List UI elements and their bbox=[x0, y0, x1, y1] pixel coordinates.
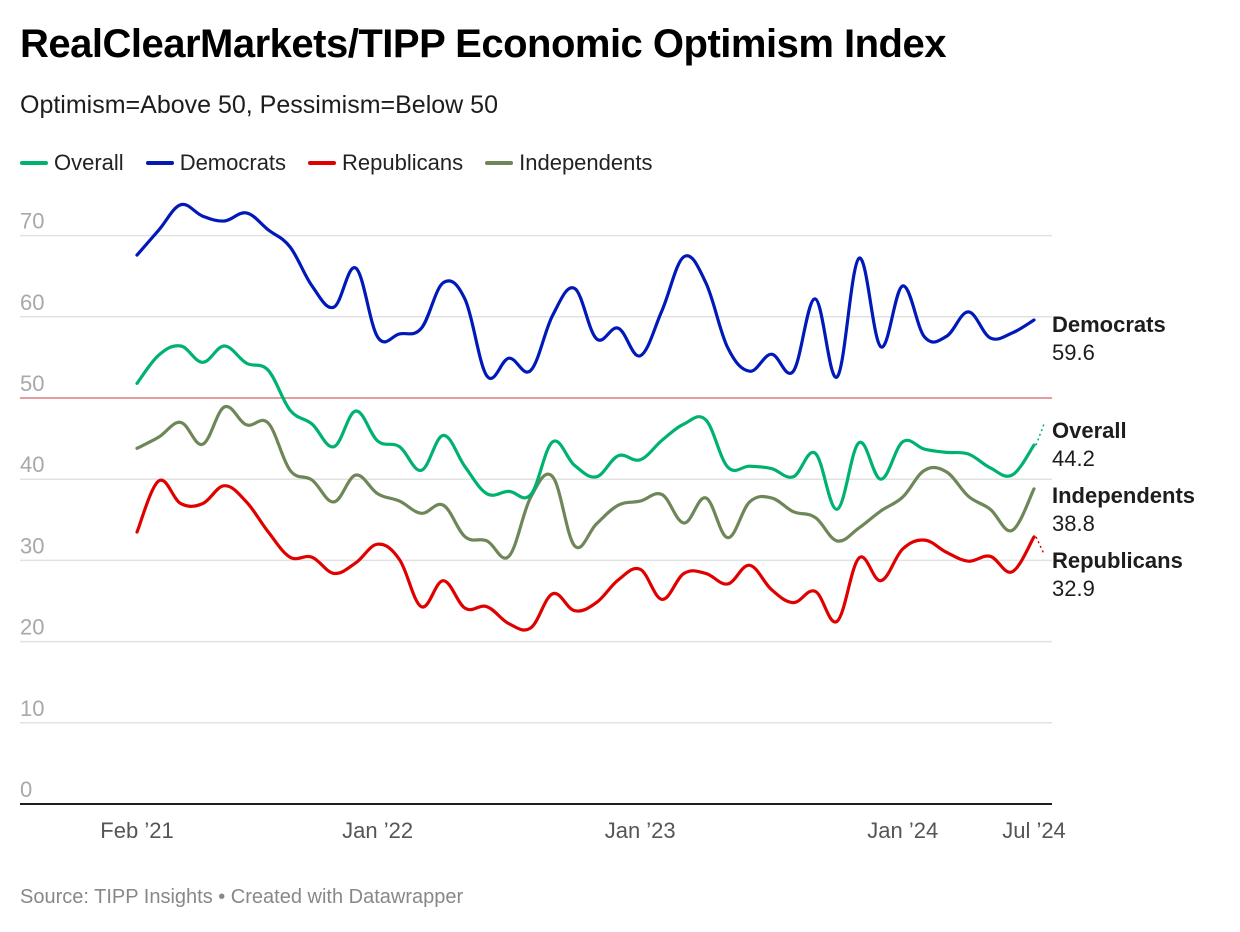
source-footer: Source: TIPP Insights • Created with Dat… bbox=[20, 886, 464, 908]
legend-swatch-republicans bbox=[308, 161, 337, 165]
legend-item-democrats[interactable]: Democrats bbox=[145, 150, 287, 176]
chart-title: RealClearMarkets/TIPP Economic Optimism … bbox=[20, 22, 946, 66]
legend-item-overall[interactable]: Overall bbox=[20, 150, 124, 176]
series-lines bbox=[135, 202, 1036, 632]
x-tick-label: Jan ’23 bbox=[605, 818, 676, 843]
legend-label: Republicans bbox=[342, 150, 464, 175]
legend-item-republicans[interactable]: Republicans bbox=[308, 150, 463, 176]
series-line-independents bbox=[135, 404, 1036, 560]
series-line-overall bbox=[135, 344, 1036, 511]
y-tick-label: 20 bbox=[20, 615, 44, 640]
x-axis: Feb ’21 Jan ’22 Jan ’23 Jan ’24 Jul ’24 bbox=[20, 803, 1066, 843]
end-label-democrats: Democrats bbox=[1052, 312, 1166, 337]
end-labels: Democrats 59.6 Overall 44.2 Independents 38.8… bbox=[1035, 312, 1195, 601]
x-tick-label: Jan ’24 bbox=[867, 818, 938, 843]
label-connector-republicans bbox=[1035, 536, 1045, 555]
legend-item-independents[interactable]: Independents bbox=[485, 150, 652, 176]
legend-swatch-overall bbox=[20, 161, 48, 165]
label-connector-overall bbox=[1035, 423, 1045, 446]
y-tick-label: 70 bbox=[20, 209, 44, 234]
end-label-republicans: Republicans bbox=[1052, 548, 1183, 573]
end-value-overall: 44.2 bbox=[1052, 446, 1095, 471]
y-tick-label: 10 bbox=[20, 696, 44, 721]
chart-subtitle: Optimism=Above 50, Pessimism=Below 50 bbox=[20, 91, 498, 119]
series-line-republicans bbox=[135, 478, 1036, 632]
legend: Overall Democrats Republicans Independen… bbox=[20, 150, 674, 176]
y-tick-label: 30 bbox=[20, 533, 44, 558]
legend-swatch-democrats bbox=[145, 161, 174, 165]
x-tick-label: Feb ’21 bbox=[100, 818, 173, 843]
x-tick-label: Jan ’22 bbox=[342, 818, 413, 843]
end-label-independents: Independents bbox=[1052, 483, 1195, 508]
y-tick-label: 50 bbox=[20, 371, 44, 396]
legend-swatch-independents bbox=[485, 161, 514, 165]
end-label-overall: Overall bbox=[1052, 418, 1127, 443]
y-tick-label: 60 bbox=[20, 290, 44, 315]
legend-label: Democrats bbox=[179, 150, 287, 175]
end-value-independents: 38.8 bbox=[1052, 511, 1095, 536]
x-tick-label: Jul ’24 bbox=[1002, 818, 1066, 843]
y-tick-label: 0 bbox=[20, 777, 32, 802]
end-value-democrats: 59.6 bbox=[1052, 340, 1095, 365]
y-tick-label: 40 bbox=[20, 452, 44, 477]
legend-label: Overall bbox=[54, 150, 124, 175]
y-axis-ticks: 0 10 20 30 40 50 60 70 bbox=[20, 209, 44, 802]
legend-label: Independents bbox=[519, 150, 653, 175]
series-line-democrats bbox=[135, 202, 1036, 380]
end-value-republicans: 32.9 bbox=[1052, 576, 1095, 601]
gridlines bbox=[20, 234, 1052, 724]
